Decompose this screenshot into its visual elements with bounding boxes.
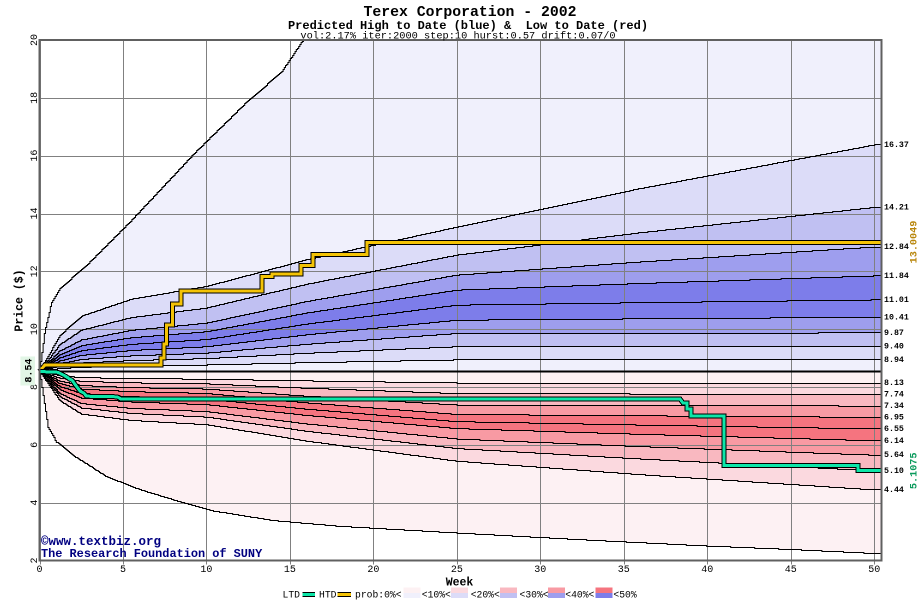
svg-text:8.54: 8.54 [25,359,36,383]
svg-text:4.44: 4.44 [884,486,904,495]
svg-text:<10%<: <10%< [422,590,451,601]
svg-text:10.41: 10.41 [884,313,909,322]
svg-text:6.95: 6.95 [884,413,904,422]
svg-text:14: 14 [30,207,41,219]
svg-text:7.74: 7.74 [884,391,904,400]
svg-text:5.64: 5.64 [884,451,904,460]
svg-text:14.21: 14.21 [884,203,909,212]
svg-text:30: 30 [534,565,546,576]
svg-text:20: 20 [367,565,379,576]
svg-text:0: 0 [36,565,42,576]
svg-text:Price ($): Price ($) [14,269,27,331]
svg-text:16.37: 16.37 [884,141,909,150]
svg-text:5.10: 5.10 [884,467,904,476]
svg-text:2: 2 [30,557,41,563]
svg-text:<30%<: <30%< [520,590,549,601]
svg-text:11.84: 11.84 [884,272,909,281]
svg-text:5.1075: 5.1075 [910,452,920,489]
svg-text:8.13: 8.13 [884,379,904,388]
svg-text:6: 6 [30,442,41,448]
svg-text:4: 4 [30,500,41,506]
svg-text:5: 5 [120,565,126,576]
svg-text:50: 50 [868,565,880,576]
svg-text:<20%<: <20%< [471,590,500,601]
svg-text:7.34: 7.34 [884,402,904,411]
svg-text:<40%<: <40%< [565,590,594,601]
svg-text:10: 10 [30,323,41,335]
svg-text:12: 12 [30,265,41,277]
svg-text:25: 25 [451,565,463,576]
svg-text:11.01: 11.01 [884,296,909,305]
svg-text:40: 40 [701,565,713,576]
svg-text:12.84: 12.84 [884,243,909,252]
svg-text:<50%: <50% [613,590,636,601]
svg-text:9.40: 9.40 [884,343,904,352]
svg-text:6.55: 6.55 [884,425,904,434]
svg-text:16: 16 [30,150,41,162]
svg-text:9.87: 9.87 [884,329,904,338]
svg-text:18: 18 [30,92,41,104]
svg-text:13.0049: 13.0049 [910,221,920,264]
svg-text:15: 15 [284,565,296,576]
svg-text:HTD: HTD [319,590,337,601]
svg-text:The Research Foundation of SUN: The Research Foundation of SUNY [41,547,263,561]
svg-text:6.14: 6.14 [884,437,904,446]
svg-text:8.94: 8.94 [884,356,904,365]
svg-text:10: 10 [200,565,212,576]
svg-text:prob:0%<: prob:0%< [355,590,402,601]
svg-text:LTD: LTD [283,590,301,601]
svg-text:20: 20 [30,34,41,46]
svg-text:35: 35 [618,565,630,576]
svg-text:vol:2.17% iter:2000 step:10 hu: vol:2.17% iter:2000 step:10 hurst:0.57 d… [300,31,615,43]
svg-text:45: 45 [785,565,797,576]
